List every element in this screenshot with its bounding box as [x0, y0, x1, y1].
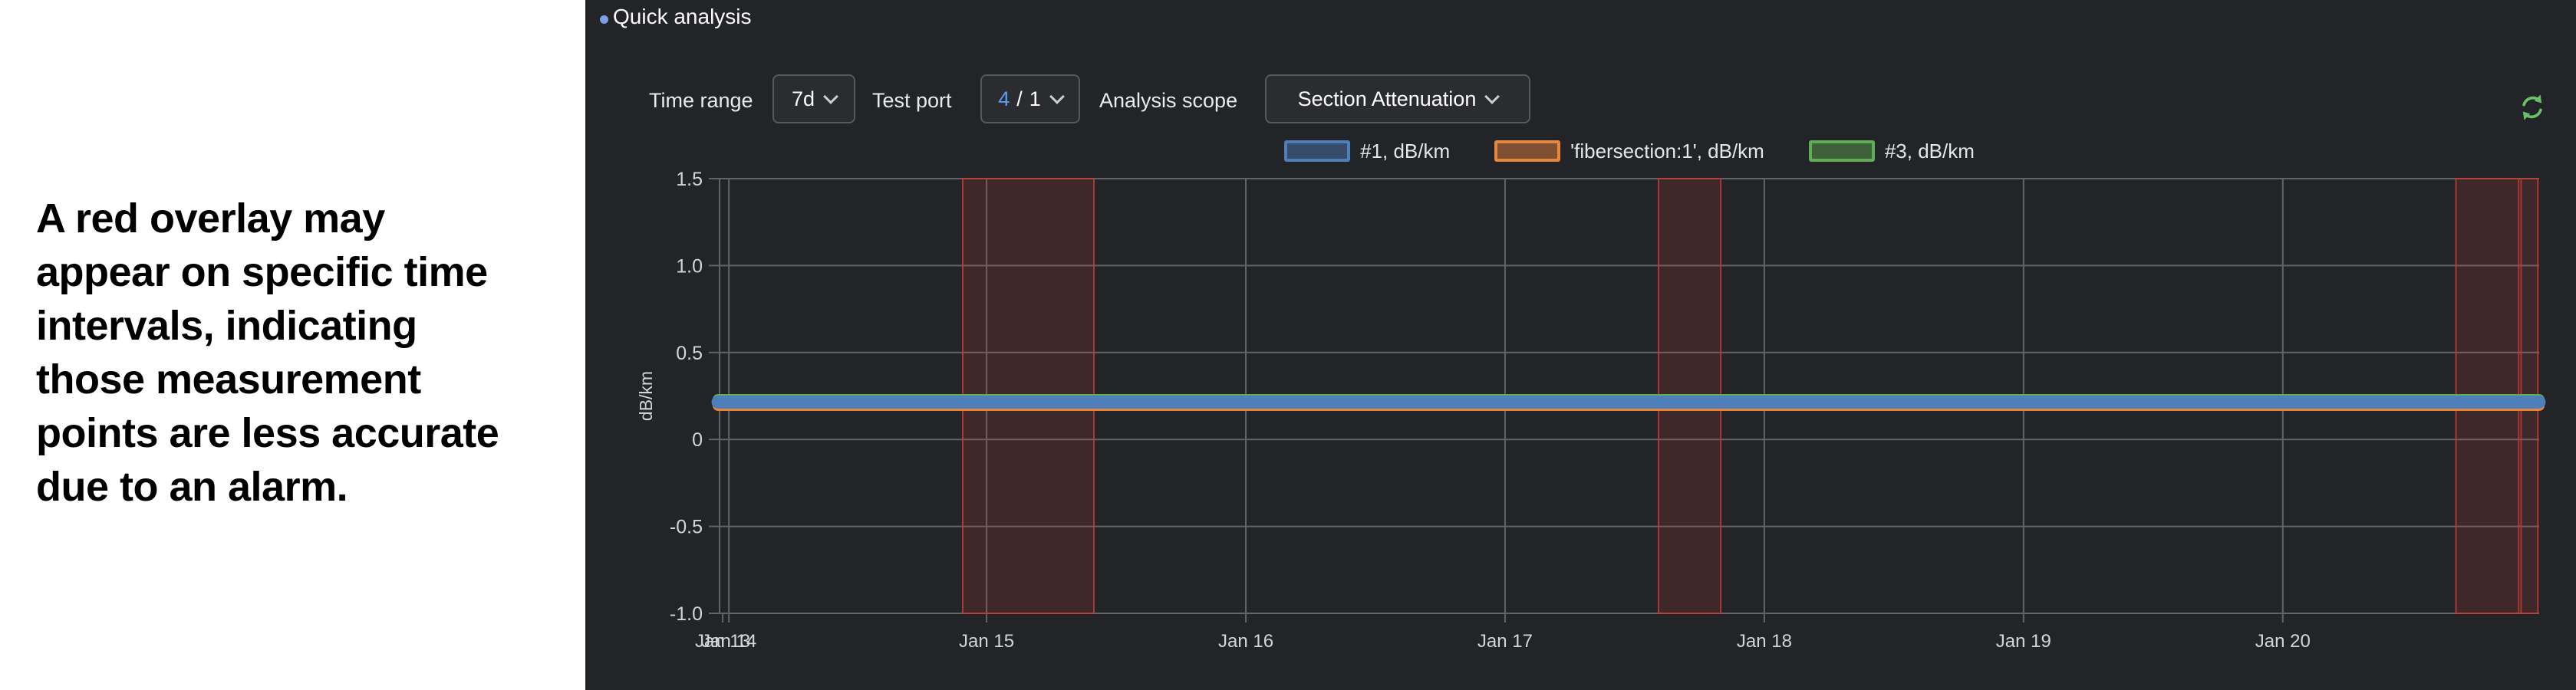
time-range-select[interactable]: 7d	[772, 74, 855, 123]
svg-text:dB/km: dB/km	[636, 371, 656, 421]
svg-text:0.5: 0.5	[676, 343, 703, 364]
test-port-primary: 4	[998, 87, 1010, 110]
svg-text:Jan 15: Jan 15	[959, 631, 1014, 652]
controls-bar: Time range 7d Test port 4 / 1 Analysis s…	[585, 74, 2576, 127]
refresh-icon	[2522, 94, 2542, 120]
svg-text:Jan 20: Jan 20	[2255, 631, 2311, 652]
time-range-label: Time range	[649, 89, 753, 112]
svg-text:Jan 18: Jan 18	[1737, 631, 1792, 652]
chevron-down-icon	[1484, 88, 1500, 104]
annotation-line: appear on specific time	[36, 249, 488, 295]
legend-item[interactable]: 'fibersection:1', dB/km	[1494, 140, 1764, 163]
svg-text:1.5: 1.5	[676, 169, 703, 190]
test-port-secondary: 1	[1029, 87, 1041, 110]
svg-text:Jan 14: Jan 14	[701, 631, 756, 652]
svg-text:Jan 19: Jan 19	[1996, 631, 2051, 652]
svg-text:Jan 17: Jan 17	[1477, 631, 1533, 652]
test-port-label: Test port	[872, 89, 952, 112]
dashboard-panel: 1.5 1.0 0.5 0 -0.5 -1.0 Jan 13 Jan 14 Jan 15 Jan …	[585, 0, 2576, 690]
legend-item[interactable]: #3, dB/km	[1808, 139, 1975, 163]
panel-title: Quick analysis	[613, 5, 752, 28]
annotation-panel: A red overlay may appear on specific tim…	[0, 0, 585, 690]
legend-item[interactable]: #1, dB/km	[1284, 140, 1450, 163]
svg-text:1.0: 1.0	[676, 255, 703, 277]
legend-label: #3, dB/km	[1884, 139, 1975, 163]
legend-swatch	[1284, 140, 1351, 162]
legend-label: #1, dB/km	[1360, 139, 1451, 163]
svg-text:Jan 16: Jan 16	[1218, 631, 1273, 652]
svg-text:0: 0	[692, 429, 703, 451]
annotation-line: A red overlay may	[36, 196, 385, 242]
chevron-down-icon	[1049, 88, 1065, 104]
chart-legend: #1, dB/km 'fibersection:1', dB/km #3, dB…	[720, 137, 2539, 165]
annotation-line: due to an alarm.	[36, 464, 348, 510]
annotation-line: points are less accurate	[36, 410, 499, 456]
panel-status-dot	[600, 15, 608, 24]
analysis-scope-label: Analysis scope	[1099, 89, 1238, 112]
analysis-scope-value: Section Attenuation	[1297, 87, 1477, 110]
test-port-select[interactable]: 4 / 1	[980, 74, 1080, 123]
test-port-separator: /	[1016, 87, 1023, 110]
legend-swatch	[1494, 140, 1561, 162]
time-range-value: 7d	[791, 87, 815, 110]
annotation-line: those measurement	[36, 356, 421, 402]
annotation-line: intervals, indicating	[36, 303, 417, 349]
analysis-scope-select[interactable]: Section Attenuation	[1265, 74, 1530, 123]
svg-text:Jan 13: Jan 13	[695, 631, 750, 652]
legend-swatch	[1808, 140, 1875, 162]
annotation-text: A red overlay may appear on specific tim…	[36, 192, 573, 514]
svg-text:-0.5: -0.5	[670, 517, 703, 538]
svg-text:-1.0: -1.0	[670, 603, 703, 625]
legend-label: 'fibersection:1', dB/km	[1570, 139, 1764, 163]
chevron-down-icon	[823, 88, 838, 104]
refresh-button[interactable]	[2517, 92, 2548, 123]
